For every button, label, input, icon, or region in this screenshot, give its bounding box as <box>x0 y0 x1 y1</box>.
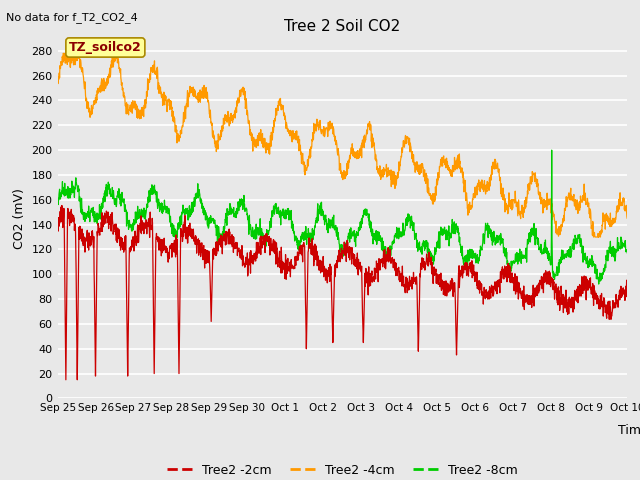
Legend: Tree2 -2cm, Tree2 -4cm, Tree2 -8cm: Tree2 -2cm, Tree2 -4cm, Tree2 -8cm <box>162 459 523 480</box>
Text: No data for f_T2_CO2_4: No data for f_T2_CO2_4 <box>6 12 138 23</box>
X-axis label: Time: Time <box>618 423 640 437</box>
Text: TZ_soilco2: TZ_soilco2 <box>69 41 141 54</box>
Title: Tree 2 Soil CO2: Tree 2 Soil CO2 <box>284 20 401 35</box>
Y-axis label: CO2 (mV): CO2 (mV) <box>13 188 26 249</box>
